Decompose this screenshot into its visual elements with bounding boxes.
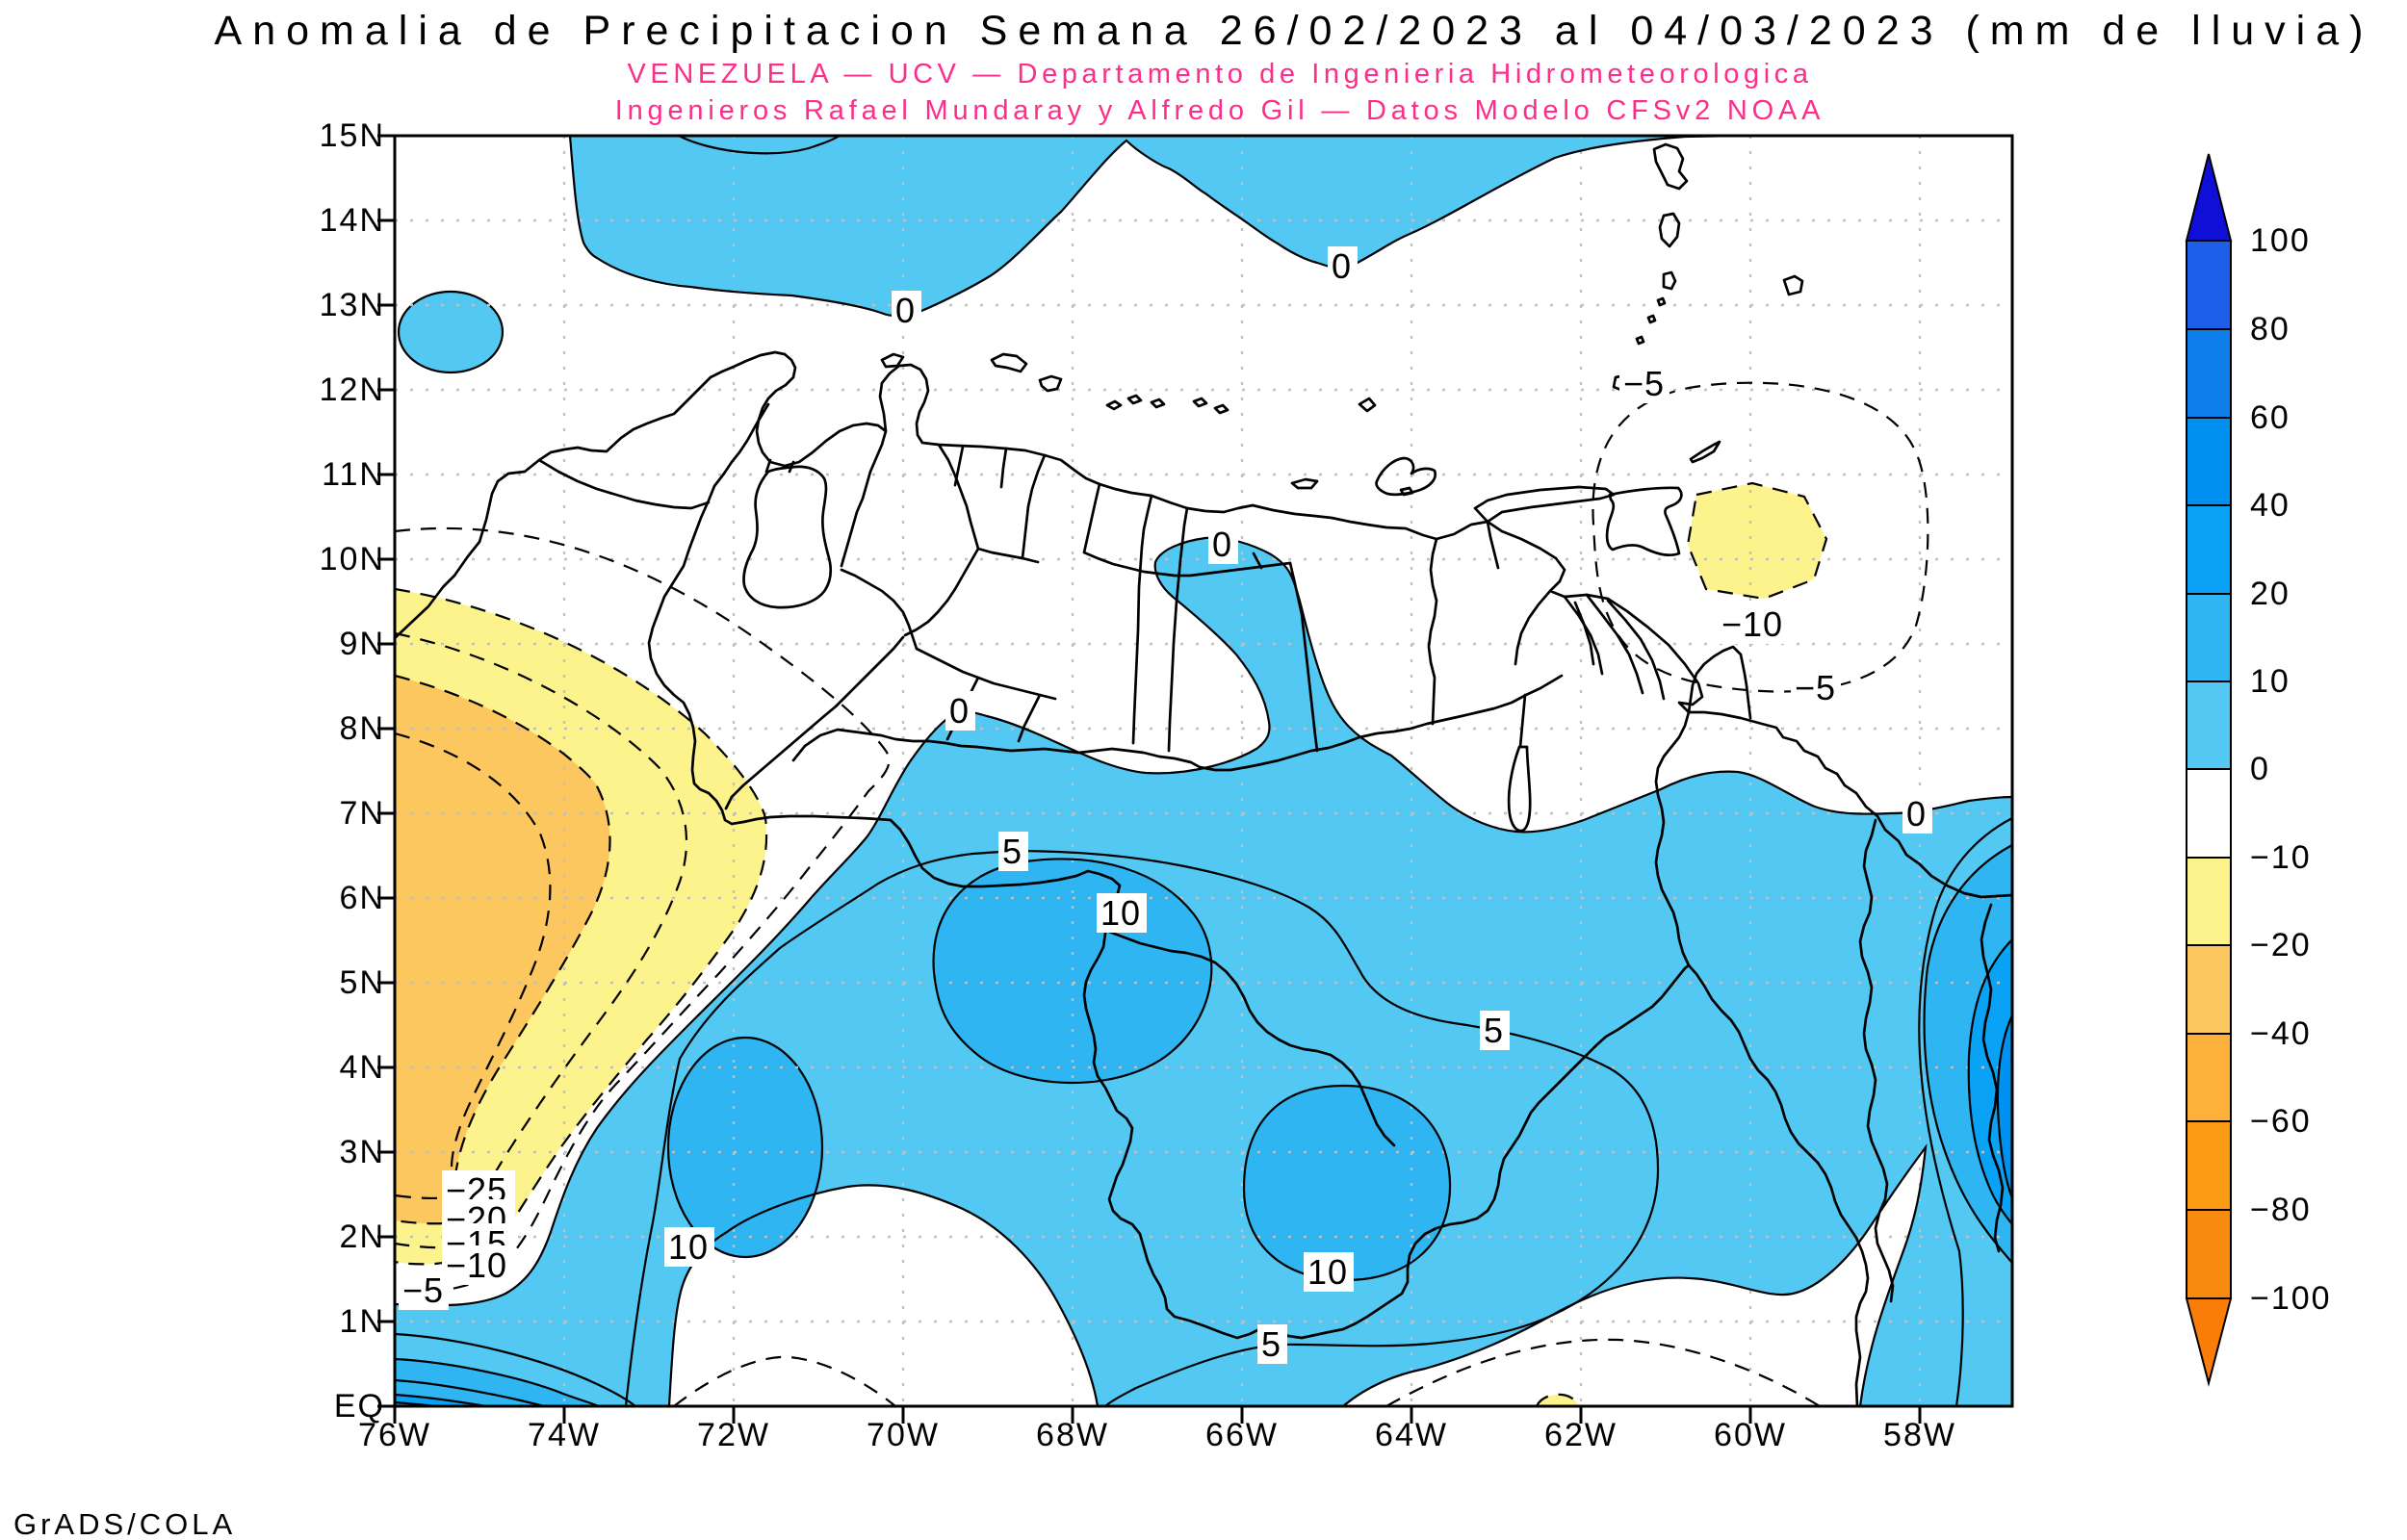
svg-text:8N: 8N	[340, 710, 385, 747]
svg-text:4N: 4N	[340, 1049, 385, 1086]
svg-text:6N: 6N	[340, 880, 385, 916]
svg-text:VENEZUELA — UCV — Departamento: VENEZUELA — UCV — Departamento de Ingeni…	[627, 59, 1812, 90]
svg-text:10: 10	[2250, 663, 2291, 700]
svg-text:0: 0	[1906, 794, 1927, 834]
svg-text:72W: 72W	[697, 1417, 770, 1453]
svg-text:12N: 12N	[320, 372, 385, 408]
svg-text:0: 0	[895, 291, 916, 330]
svg-text:40: 40	[2250, 487, 2291, 524]
svg-text:64W: 64W	[1375, 1417, 1448, 1453]
svg-text:10N: 10N	[320, 541, 385, 578]
svg-text:66W: 66W	[1205, 1417, 1279, 1453]
svg-text:−5: −5	[1623, 364, 1665, 403]
svg-text:10: 10	[668, 1227, 709, 1267]
svg-text:10: 10	[1100, 893, 1141, 933]
svg-text:−10: −10	[446, 1245, 507, 1285]
svg-text:−40: −40	[2250, 1015, 2312, 1052]
svg-text:3N: 3N	[340, 1134, 385, 1170]
svg-text:60W: 60W	[1714, 1417, 1787, 1453]
svg-text:100: 100	[2250, 222, 2311, 259]
svg-text:GrADS/COLA: GrADS/COLA	[13, 1507, 236, 1540]
svg-text:Anomalia de Precipitacion Sema: Anomalia de Precipitacion Semana 26/02/2…	[215, 8, 2374, 54]
svg-text:76W: 76W	[358, 1417, 431, 1453]
svg-text:13N: 13N	[320, 287, 385, 323]
svg-text:68W: 68W	[1036, 1417, 1109, 1453]
svg-text:−10: −10	[2250, 839, 2312, 876]
svg-text:5: 5	[1261, 1324, 1281, 1364]
svg-text:−10: −10	[1721, 604, 1783, 644]
svg-text:−60: −60	[2250, 1103, 2312, 1140]
svg-text:EQ: EQ	[334, 1388, 385, 1424]
svg-text:14N: 14N	[320, 202, 385, 239]
svg-text:74W: 74W	[528, 1417, 601, 1453]
svg-text:−100: −100	[2250, 1280, 2332, 1317]
svg-text:−5: −5	[402, 1270, 444, 1310]
svg-text:62W: 62W	[1544, 1417, 1618, 1453]
svg-text:0: 0	[2250, 751, 2270, 787]
svg-text:15N: 15N	[320, 117, 385, 154]
svg-text:5: 5	[1002, 832, 1022, 871]
svg-text:−20: −20	[2250, 927, 2312, 963]
svg-text:2N: 2N	[340, 1219, 385, 1255]
svg-text:−5: −5	[1795, 668, 1836, 707]
svg-text:58W: 58W	[1883, 1417, 1956, 1453]
svg-text:60: 60	[2250, 399, 2291, 436]
svg-text:−80: −80	[2250, 1192, 2312, 1228]
svg-text:Ingenieros Rafael Mundaray y A: Ingenieros Rafael Mundaray y Alfredo Gil…	[615, 95, 1825, 126]
svg-text:80: 80	[2250, 311, 2291, 347]
svg-text:70W: 70W	[867, 1417, 940, 1453]
svg-text:5N: 5N	[340, 964, 385, 1001]
svg-text:5: 5	[1484, 1011, 1504, 1050]
svg-text:0: 0	[1212, 525, 1232, 564]
svg-text:10: 10	[1307, 1252, 1348, 1292]
svg-text:9N: 9N	[340, 626, 385, 662]
svg-text:11N: 11N	[322, 456, 385, 493]
svg-text:20: 20	[2250, 576, 2291, 612]
svg-text:0: 0	[949, 691, 970, 731]
svg-text:7N: 7N	[340, 795, 385, 832]
svg-text:1N: 1N	[340, 1303, 385, 1340]
svg-text:0: 0	[1332, 246, 1352, 286]
